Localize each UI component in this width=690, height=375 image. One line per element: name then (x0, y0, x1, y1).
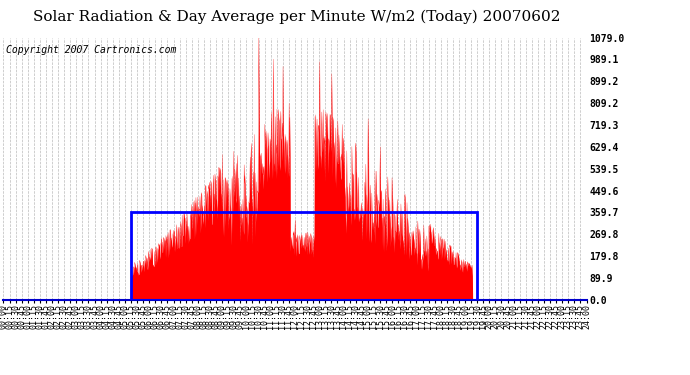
Text: Copyright 2007 Cartronics.com: Copyright 2007 Cartronics.com (6, 45, 177, 56)
Text: Solar Radiation & Day Average per Minute W/m2 (Today) 20070602: Solar Radiation & Day Average per Minute… (33, 9, 560, 24)
Bar (131, 213, 477, 300)
